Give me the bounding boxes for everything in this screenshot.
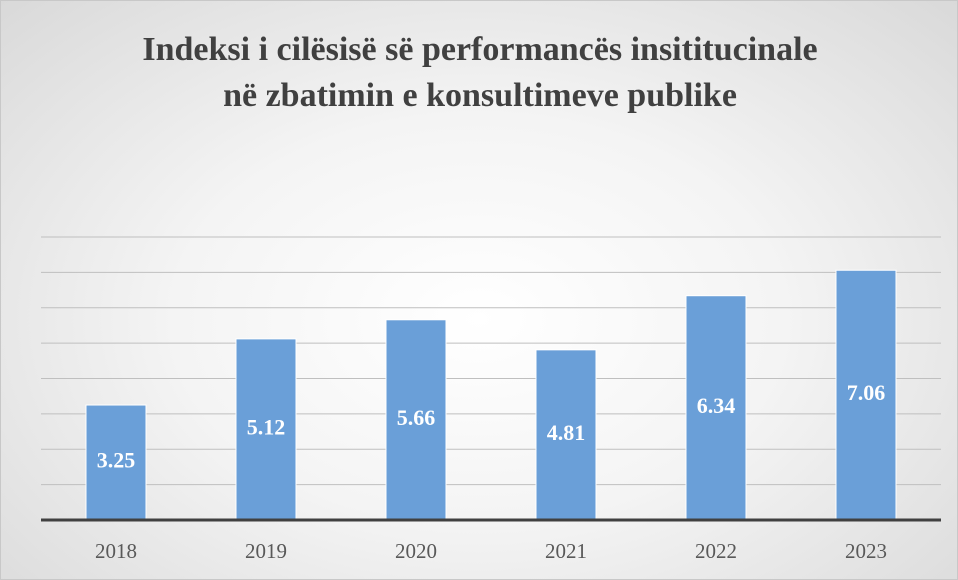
- data-label: 6.34: [697, 393, 736, 418]
- bar: [385, 319, 447, 521]
- data-label: 5.66: [397, 405, 436, 430]
- bar: [235, 338, 297, 521]
- bar: [835, 269, 897, 521]
- x-tick-label: 2021: [545, 539, 587, 563]
- x-tick-label: 2022: [695, 539, 737, 563]
- x-tick-label: 2018: [95, 539, 137, 563]
- data-label: 3.25: [97, 448, 136, 473]
- bar: [85, 404, 147, 521]
- data-label: 7.06: [847, 380, 886, 405]
- bar: [535, 349, 597, 521]
- chart-title: Indeksi i cilësisë së performancës insit…: [142, 31, 818, 114]
- x-tick-label: 2019: [245, 539, 287, 563]
- data-label: 4.81: [547, 420, 586, 445]
- data-label: 5.12: [247, 414, 286, 439]
- x-tick-label: 2020: [395, 539, 437, 563]
- x-tick-label: 2023: [845, 539, 887, 563]
